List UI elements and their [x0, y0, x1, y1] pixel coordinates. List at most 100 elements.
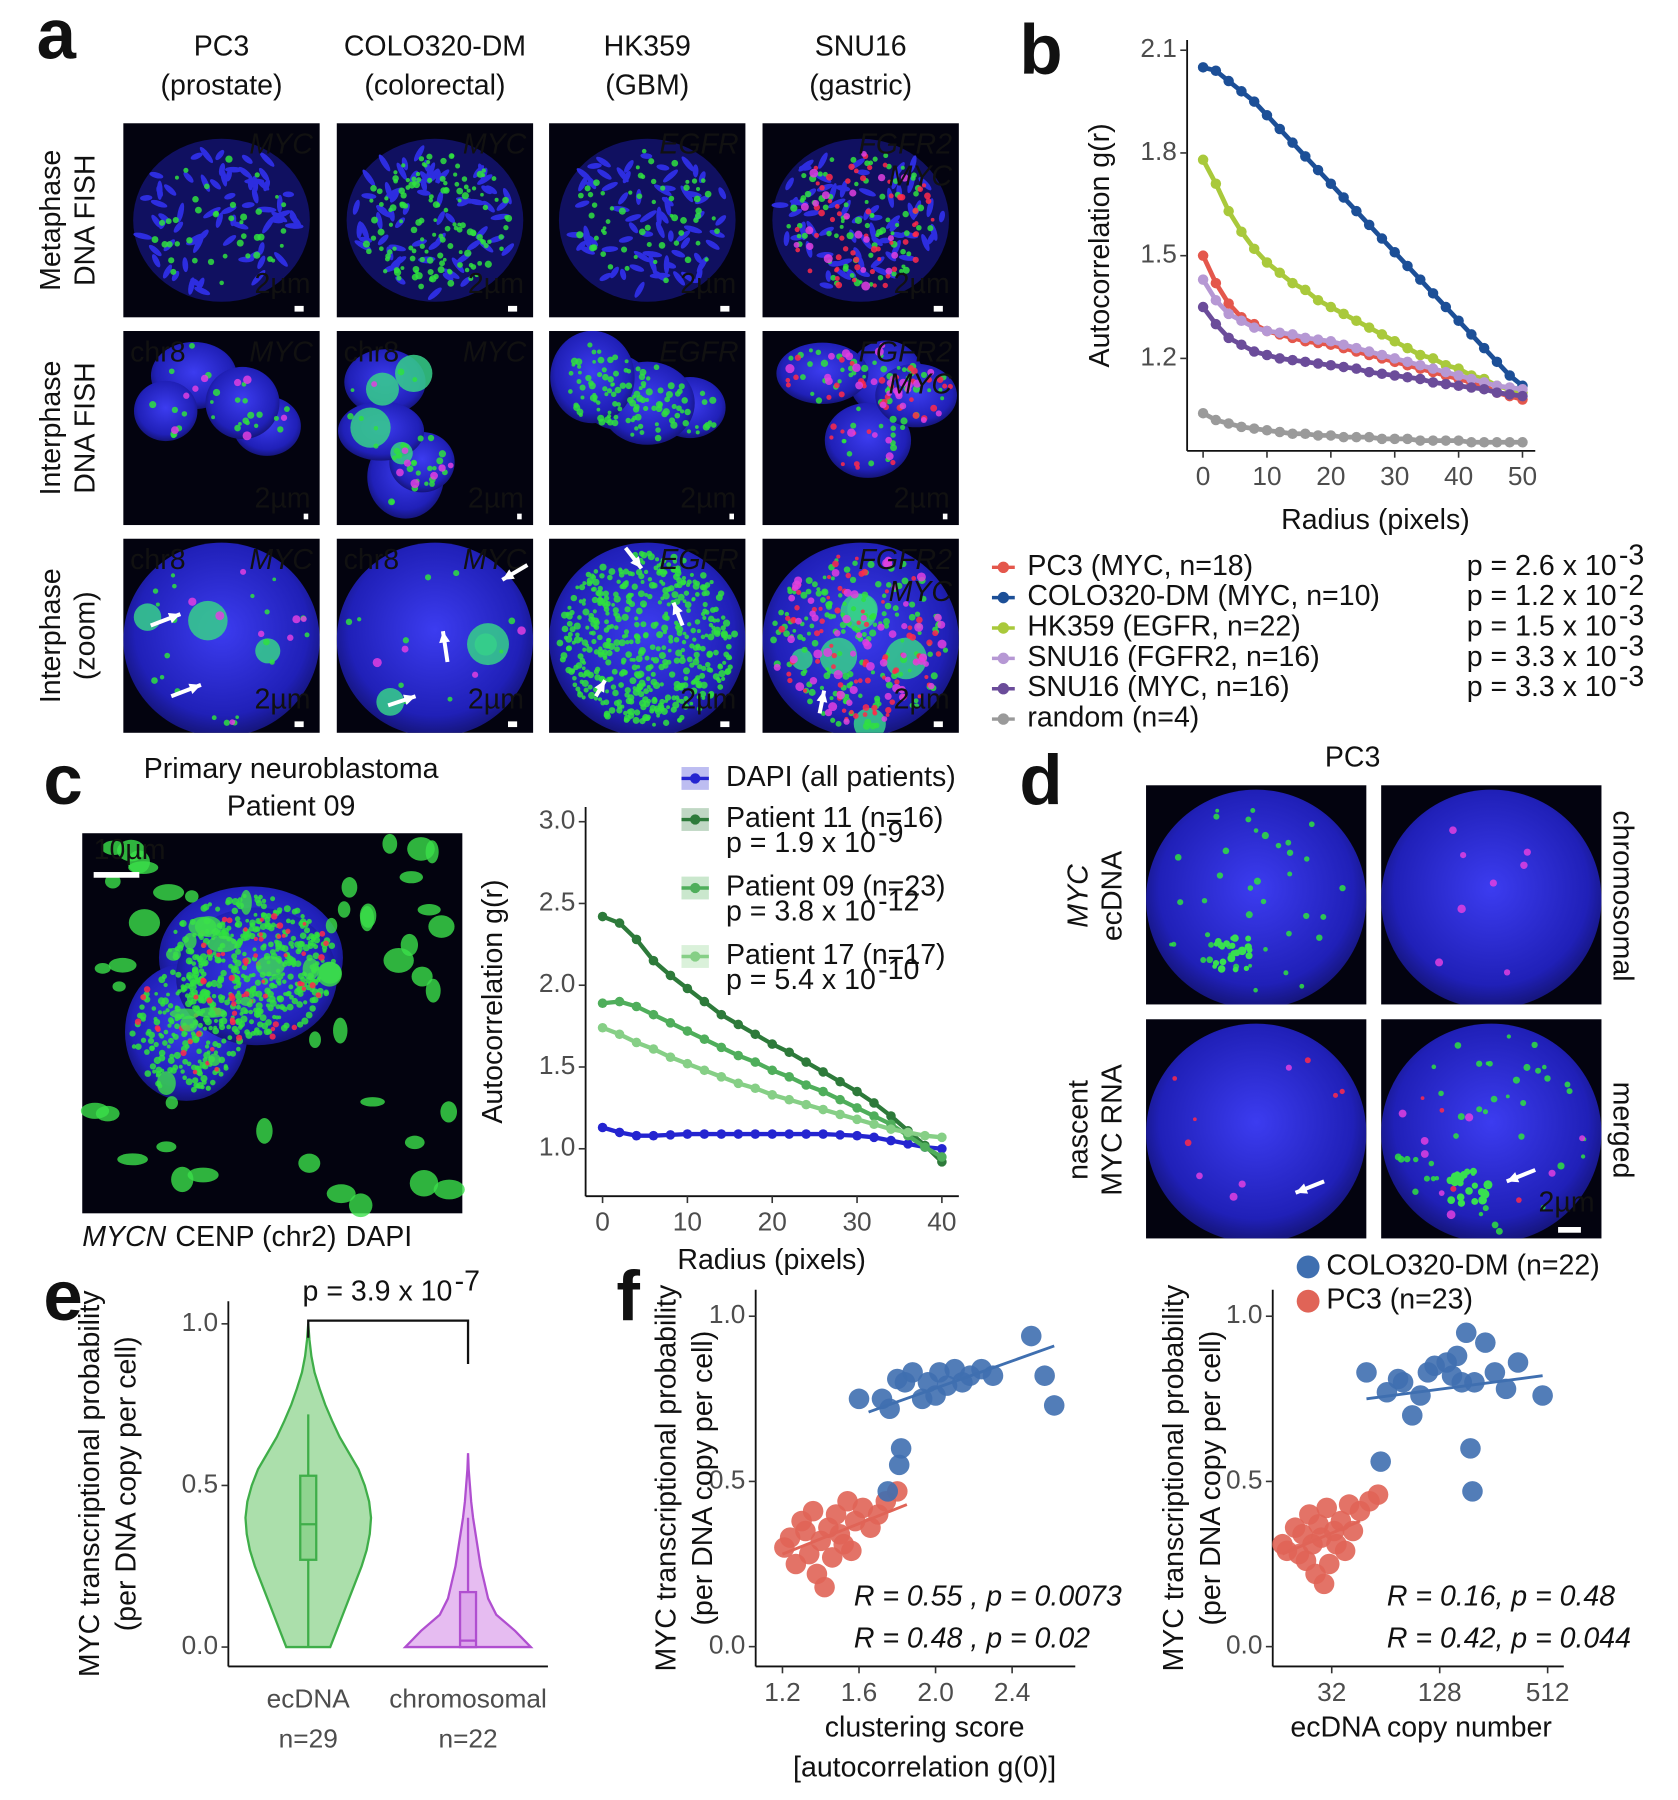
chromosome	[692, 164, 699, 178]
green-spot	[308, 933, 315, 940]
data-point	[801, 1099, 811, 1110]
data-point	[825, 1504, 847, 1525]
red-spot	[210, 1046, 215, 1052]
red-spot	[865, 208, 872, 215]
green-spot	[432, 232, 437, 237]
green-spot	[173, 1051, 181, 1059]
green-spot	[596, 349, 602, 354]
green-spot	[243, 974, 247, 979]
green-spot	[641, 560, 646, 565]
green-spot	[784, 611, 790, 617]
green-spot	[455, 163, 461, 169]
green-spot	[907, 668, 912, 673]
green-spot	[572, 675, 577, 681]
channel-label: chromosomal	[1606, 810, 1638, 981]
green-spot	[213, 1025, 218, 1030]
mycn-cluster	[440, 1101, 458, 1123]
green-spot	[229, 201, 237, 208]
x-tick-label: 10	[673, 1207, 702, 1237]
green-spot	[638, 573, 645, 580]
green-spot	[251, 972, 256, 978]
red-spot	[154, 1025, 161, 1031]
green-spot	[582, 608, 590, 616]
x-tick-label: 20	[1316, 461, 1345, 491]
green-spot	[625, 593, 632, 600]
green-spot	[884, 602, 892, 610]
green-spot	[253, 1007, 259, 1013]
magenta-spot	[855, 381, 864, 390]
green-spot	[1261, 831, 1269, 840]
green-spot	[1430, 1175, 1437, 1182]
red-spot	[869, 268, 875, 275]
ecdna-spot	[1230, 935, 1236, 941]
data-point	[890, 1438, 912, 1459]
green-spot	[874, 695, 881, 702]
data-point	[1312, 358, 1324, 369]
green-spot	[439, 175, 446, 182]
green-spot	[281, 945, 289, 953]
red-spot	[832, 560, 839, 568]
green-spot	[226, 1024, 231, 1030]
red-spot	[807, 268, 813, 274]
green-spot	[185, 1078, 193, 1086]
magenta-spot	[292, 615, 301, 624]
data-point	[1440, 301, 1452, 313]
magenta-spot	[1438, 1190, 1445, 1196]
green-spot	[457, 262, 463, 268]
green-spot	[322, 948, 327, 953]
red-spot	[863, 621, 870, 627]
legend-p-value: p = 3.3 x 10	[1467, 671, 1617, 703]
green-spot	[159, 674, 165, 680]
green-spot	[663, 570, 668, 575]
green-spot	[491, 176, 497, 182]
data-point	[733, 1078, 744, 1089]
green-spot	[577, 192, 584, 199]
chromosome	[171, 270, 180, 282]
green-spot	[481, 173, 486, 178]
green-spot	[347, 413, 354, 420]
green-spot	[883, 623, 890, 629]
green-spot	[626, 368, 632, 374]
y-tick-label: 1.2	[1140, 341, 1177, 371]
green-spot	[249, 932, 256, 940]
green-spot	[702, 423, 710, 431]
green-spot	[624, 687, 631, 694]
mycn-cluster	[208, 1053, 221, 1066]
red-spot	[882, 282, 888, 289]
column-subtitle: (prostate)	[160, 69, 282, 101]
green-spot	[682, 667, 690, 675]
magenta-spot	[200, 374, 209, 383]
x-axis-label: Radius (pixels)	[1281, 504, 1470, 536]
green-spot	[211, 415, 216, 420]
green-spot	[466, 188, 471, 193]
data-point	[784, 1129, 794, 1139]
green-spot	[277, 426, 284, 433]
red-spot	[794, 354, 802, 361]
legend-p-value: p = 1.2 x 10	[1467, 580, 1617, 612]
data-point	[835, 1109, 845, 1120]
chromosome	[482, 200, 495, 213]
ecdna-spot	[1245, 952, 1253, 960]
data-point	[818, 1067, 828, 1077]
green-spot	[683, 696, 689, 702]
mycn-cluster	[240, 996, 253, 1006]
green-spot	[283, 992, 287, 996]
probe-label: MYC	[889, 576, 953, 608]
magenta-spot	[885, 452, 894, 461]
data-point	[1210, 318, 1222, 330]
green-spot	[196, 955, 204, 963]
green-spot	[796, 222, 803, 229]
green-spot	[646, 376, 651, 381]
green-spot	[415, 219, 422, 226]
green-spot	[388, 207, 393, 213]
green-spot	[707, 633, 715, 641]
probe-label: FGFR2	[859, 544, 953, 576]
green-spot	[173, 929, 178, 934]
green-spot	[881, 611, 887, 617]
red-spot	[1450, 1185, 1457, 1192]
n-label: n=29	[279, 1724, 338, 1754]
green-spot	[642, 714, 650, 722]
y-tick-label: 2.0	[539, 968, 576, 998]
magenta-spot	[834, 629, 841, 637]
chromosome	[485, 185, 498, 195]
